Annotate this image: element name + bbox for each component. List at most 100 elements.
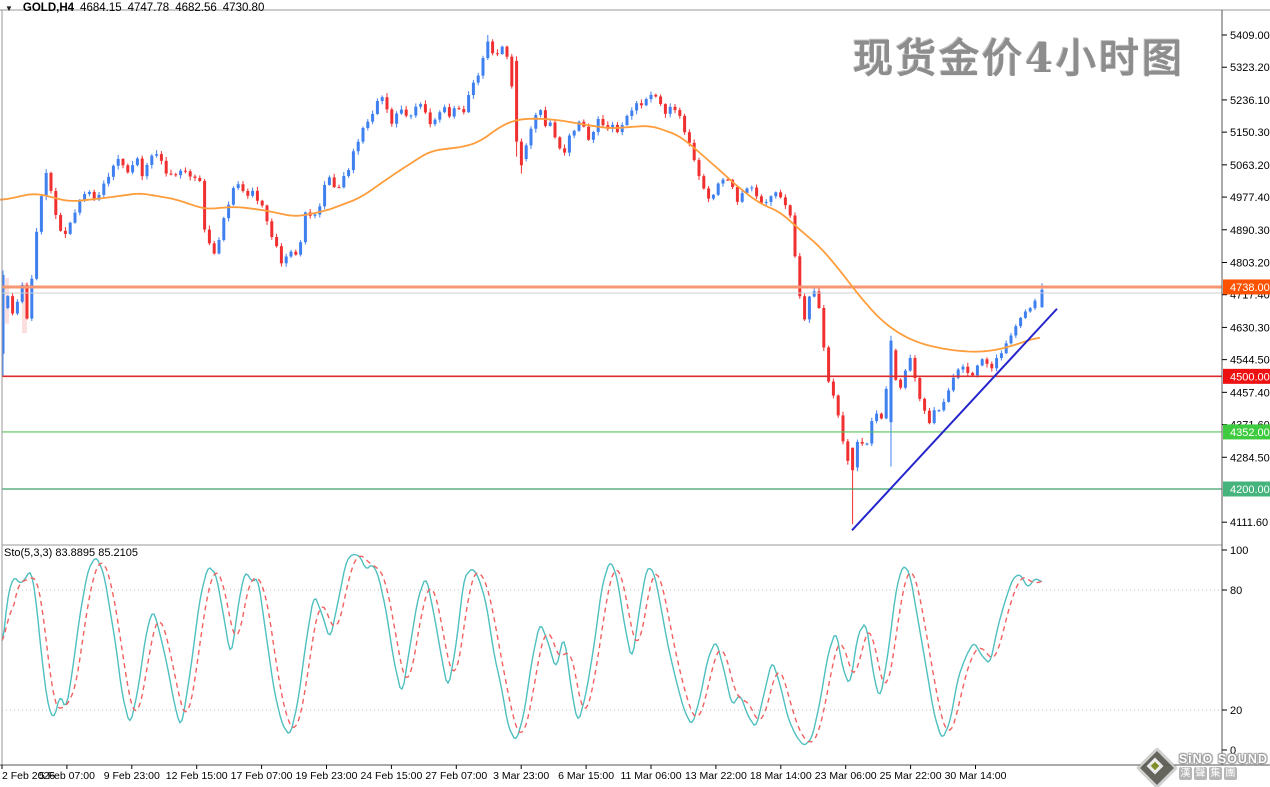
candle-up [251,190,255,196]
candle-down [294,251,298,255]
candle-down [183,170,187,172]
candle-up [975,365,979,376]
moving-average [0,117,1041,353]
candle-up [932,410,936,424]
symbol-dropdown-icon[interactable]: ▼ [5,3,13,13]
candle-up [452,108,456,117]
candle-down [169,173,173,175]
stoch-tick-label: 80 [1230,585,1242,597]
candle-down [92,191,96,200]
candle-down [899,379,903,388]
horizontal-levels[interactable] [2,285,1222,490]
candle-up [231,188,235,205]
candle-up [356,141,360,152]
candle-up [116,158,120,166]
candle-up [534,114,538,129]
candle-up [150,155,154,165]
candle-down [255,190,259,201]
axes: 5409.00 5323.20 5236.10 5150.30 5063.20 4977.… [0,9,1270,782]
candle-up [865,443,869,445]
candle-up [961,366,965,370]
candle-up [524,145,528,160]
candle-down [841,415,845,442]
candle-up [1023,311,1027,318]
candle-down [846,441,850,461]
y-tick-label: 4284.50 [1230,452,1270,464]
candle-up [908,357,912,371]
candle-down [923,398,927,411]
candle-up [577,121,581,131]
candle-down [735,187,739,202]
candle-down [803,296,807,320]
candle-down [510,56,514,87]
candle-down [663,104,667,114]
candle-up [313,214,317,216]
candle-down [260,200,264,206]
candle-down [918,377,922,399]
candle-up [102,183,106,195]
candle-down [188,171,192,177]
candle-up [1033,300,1037,309]
x-tick-label: 13 Mar 22:00 [685,770,747,782]
candle-up [884,388,888,419]
stochastic-label: Sto(5,3,3) 83.8895 85.2105 [4,547,138,559]
candle-up [875,413,879,422]
candle-up [745,188,749,194]
candle-up [30,278,34,319]
x-tick-label: 30 Mar 14:00 [945,770,1007,782]
candle-up [942,401,946,411]
candles [1,35,1044,525]
candle-down [788,205,792,216]
candle-up [611,124,615,129]
candle-up [630,110,634,116]
candle-up [145,164,149,177]
candle-down [332,177,336,188]
candle-down [543,110,547,126]
candle-down [390,109,394,124]
candle-down [270,221,274,237]
candle-up [433,119,437,125]
candle-up [889,340,893,423]
y-tick-label: 5236.10 [1230,95,1270,107]
candle-down [265,205,269,222]
candle-down [683,115,687,133]
candle-up [740,193,744,202]
candle-up [807,296,811,320]
y-tick-label: 5323.20 [1230,62,1270,74]
candle-up [323,184,327,207]
logo-english-text: SiNO SOUND [1178,752,1268,766]
candle-down [827,347,831,382]
trendline-object [851,308,1058,531]
candle-down [687,132,691,143]
x-tick-label: 27 Feb 07:00 [425,770,487,782]
candle-up [951,377,955,391]
candle-up [999,353,1003,359]
candle-down [707,188,711,199]
candle-down [337,187,341,189]
candle-up [596,119,600,132]
y-tick-label: 5409.00 [1230,30,1270,42]
candle-down [731,179,735,188]
candle-down [404,109,408,116]
x-tick-label: 24 Feb 15:00 [360,770,422,782]
candle-up [399,109,403,114]
candle-down [457,108,461,110]
y-tick-label: 5150.30 [1230,127,1270,139]
candle-down [553,122,557,138]
candle-up [35,231,39,279]
candle-up [361,127,365,142]
candle-down [798,256,802,297]
ghost-bar [22,283,27,334]
candle-down [198,177,202,181]
candle-up [366,121,370,128]
candle-down [966,366,970,373]
candle-up [73,212,77,223]
candle-up [217,240,221,254]
candle-down [659,96,663,105]
y-tick-label: 4630.30 [1230,322,1270,334]
trendline[interactable] [851,308,1058,531]
logo-diamond-icon [1137,748,1177,787]
candle-down [126,165,130,173]
candle-up [409,115,413,117]
